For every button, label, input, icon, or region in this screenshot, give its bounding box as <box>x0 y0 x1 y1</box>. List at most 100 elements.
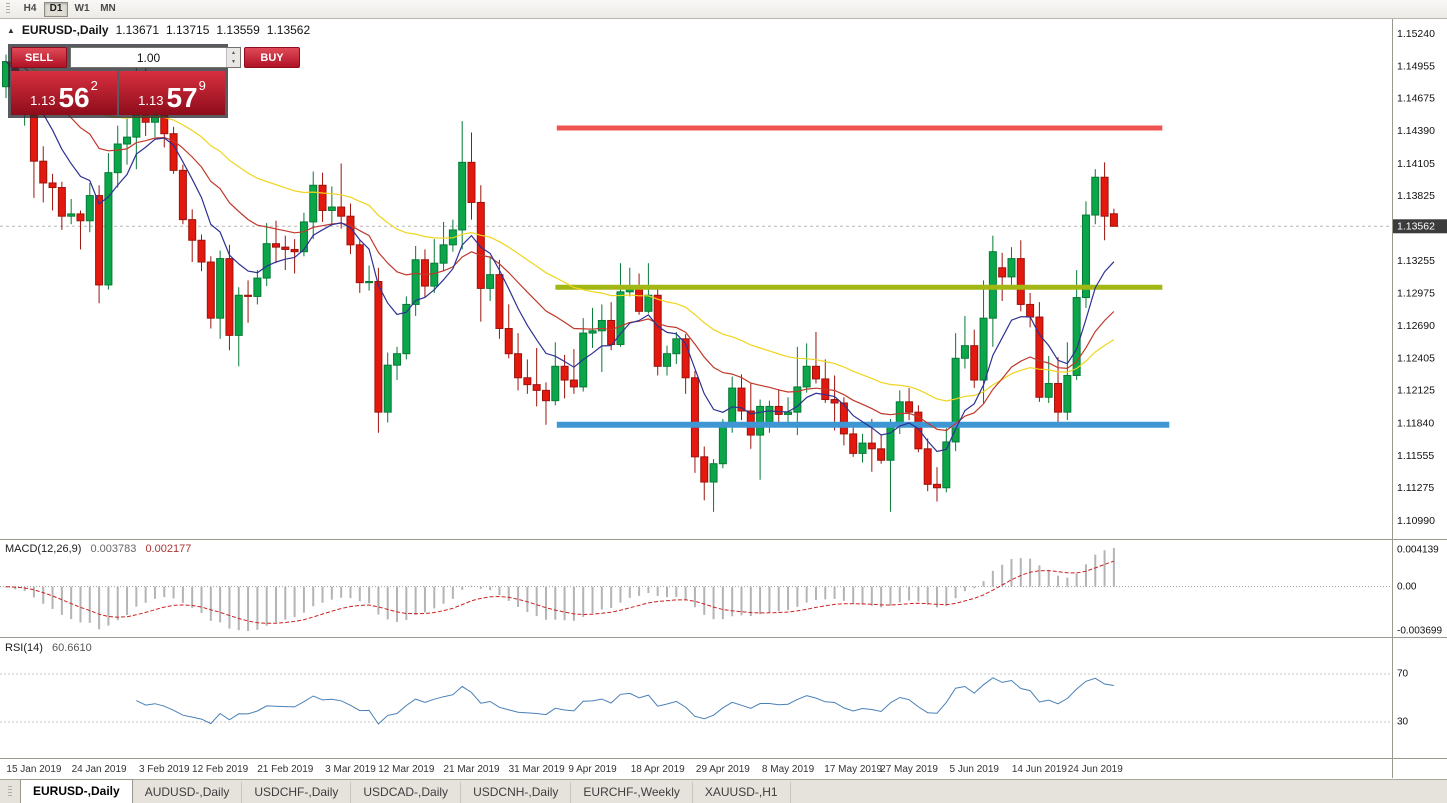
macd-name: MACD(12,26,9) <box>5 543 82 555</box>
buy-price-sup: 9 <box>198 78 206 93</box>
price-scale-label: 1.12125 <box>1397 385 1435 397</box>
period-button-d1[interactable]: D1 <box>44 1 68 17</box>
one-click-collapse-icon[interactable]: ▲ <box>7 25 15 35</box>
date-axis-label: 18 Apr 2019 <box>631 764 685 775</box>
date-axis-label: 14 Jun 2019 <box>1012 764 1067 775</box>
ohlc-close: 1.13562 <box>266 23 311 37</box>
macd-scale-label: 0.004139 <box>1397 545 1439 556</box>
price-scale: 1.15240 1.14955 1.14675 1.14390 1.14105 1.138… <box>1393 28 1447 527</box>
bid-price-tag <box>1393 219 1447 234</box>
date-axis-label: 27 May 2019 <box>880 764 938 775</box>
rsi-value: 60.6610 <box>51 642 92 654</box>
date-axis-label: 12 Mar 2019 <box>378 764 435 775</box>
date-axis-label: 31 Mar 2019 <box>509 764 566 775</box>
date-axis-label: 5 Jun 2019 <box>949 764 999 775</box>
buy-price-display[interactable]: 1.13 57 9 <box>119 71 225 115</box>
volume-input[interactable] <box>71 48 226 67</box>
chart-tabbar: EURUSD-,Daily AUDUSD-,Daily USDCHF-,Daily U… <box>0 779 1447 803</box>
price-scale-label: 1.14390 <box>1397 125 1435 137</box>
sell-button[interactable]: SELL <box>11 47 67 68</box>
date-axis-label: 9 Apr 2019 <box>568 764 617 775</box>
timeframe-toolbar: H4 D1 W1 MN <box>0 0 1447 19</box>
chart-tab-usdcad-daily[interactable]: USDCAD-,Daily <box>351 782 462 803</box>
period-button-h4[interactable]: H4 <box>18 2 42 17</box>
price-scale-label: 1.13825 <box>1397 190 1435 202</box>
price-scale-label: 1.14955 <box>1397 60 1435 72</box>
price-scale-label: 1.11840 <box>1397 417 1434 429</box>
chart-tab-xauusd-h1[interactable]: XAUUSD-,H1 <box>693 782 791 803</box>
volume-spinner: ▲ ▼ <box>226 48 240 67</box>
chart-tabs: EURUSD-,Daily AUDUSD-,Daily USDCHF-,Daily U… <box>20 779 791 803</box>
date-axis-label: 8 May 2019 <box>762 764 815 775</box>
period-button-mn[interactable]: MN <box>96 2 120 17</box>
date-axis-label: 15 Jan 2019 <box>6 764 61 775</box>
ohlc-open: 1.13671 <box>115 23 159 37</box>
price-scale-label: 1.12690 <box>1397 320 1435 332</box>
volume-field: ▲ ▼ <box>70 47 241 68</box>
price-scale-label: 1.10990 <box>1397 515 1435 527</box>
sell-price-base: 1.13 <box>30 93 56 108</box>
rsi-panel: 70 30 <box>0 669 1409 728</box>
price-scale-label: 1.15240 <box>1397 28 1435 40</box>
volume-up-icon[interactable]: ▲ <box>227 48 240 58</box>
candles-layer <box>2 50 1118 512</box>
date-axis: 15 Jan 2019 24 Jan 2019 3 Feb 2019 12 Feb 2… <box>6 764 1123 775</box>
rsi-line <box>136 677 1114 725</box>
one-click-trading-panel: SELL ▲ ▼ BUY 1.13 56 2 1.13 57 9 <box>8 44 300 118</box>
toolbar-grip-handle[interactable] <box>6 3 10 15</box>
price-scale-label: 1.11555 <box>1397 450 1434 462</box>
sell-price-sup: 2 <box>90 78 98 93</box>
tabbar-grip-handle[interactable] <box>8 785 12 798</box>
date-axis-label: 17 May 2019 <box>824 764 882 775</box>
sell-price-display[interactable]: 1.13 56 2 <box>11 71 117 115</box>
date-axis-label: 21 Mar 2019 <box>443 764 500 775</box>
macd-signal-line <box>5 560 1115 624</box>
price-scale-label: 1.14105 <box>1397 158 1435 170</box>
macd-indicator-label: MACD(12,26,9) 0.003783 0.002177 <box>5 543 191 555</box>
macd-scale-label: -0.003699 <box>1397 626 1442 637</box>
price-scale-label: 1.12405 <box>1397 353 1435 365</box>
buy-button[interactable]: BUY <box>244 47 300 68</box>
trade-prices-row: 1.13 56 2 1.13 57 9 <box>11 71 225 115</box>
chart-tab-usdcnh-daily[interactable]: USDCNH-,Daily <box>461 782 572 803</box>
chart-tab-eurusd-daily[interactable]: EURUSD-,Daily <box>20 779 133 803</box>
macd-main-value: 0.003783 <box>90 543 137 555</box>
sell-price-pips: 56 <box>58 82 90 113</box>
moving-averages-layer <box>5 60 1115 453</box>
date-axis-label: 29 Apr 2019 <box>696 764 750 775</box>
symbol-title: EURUSD-,Daily <box>21 23 109 37</box>
macd-scale-label: 0.00 <box>1397 581 1417 592</box>
rsi-level-label: 30 <box>1397 717 1409 728</box>
price-scale-label: 1.12975 <box>1397 287 1435 299</box>
date-axis-label: 21 Feb 2019 <box>257 764 314 775</box>
volume-down-icon[interactable]: ▼ <box>227 57 240 67</box>
timeframe-buttons: H4 D1 W1 MN <box>18 1 122 17</box>
date-axis-label: 12 Feb 2019 <box>192 764 249 775</box>
ohlc-high: 1.13715 <box>166 23 210 37</box>
chart-tab-audusd-daily[interactable]: AUDUSD-,Daily <box>133 782 243 803</box>
macd-panel: 0.004139 0.00 -0.003699 <box>0 545 1442 637</box>
date-axis-label: 24 Jun 2019 <box>1068 764 1123 775</box>
chart-tab-eurchf-weekly[interactable]: EURCHF-,Weekly <box>571 782 693 803</box>
horizontal-lines-layer[interactable] <box>555 125 1170 428</box>
chart-tab-usdchf-daily[interactable]: USDCHF-,Daily <box>242 782 352 803</box>
buy-price-pips: 57 <box>166 82 198 113</box>
chart-header: ▲ EURUSD-,Daily 1.13671 1.13715 1.13559 … <box>7 23 310 37</box>
trade-controls-row: SELL ▲ ▼ BUY <box>11 47 300 68</box>
rsi-level-label: 70 <box>1397 669 1409 680</box>
price-scale-label: 1.14675 <box>1397 93 1435 105</box>
ohlc-low: 1.13559 <box>216 23 260 37</box>
date-axis-label: 24 Jan 2019 <box>72 764 127 775</box>
date-axis-label: 3 Feb 2019 <box>139 764 190 775</box>
macd-signal-value: 0.002177 <box>145 543 192 555</box>
price-scale-label: 1.11275 <box>1397 482 1434 494</box>
date-axis-label: 3 Mar 2019 <box>325 764 376 775</box>
buy-price-base: 1.13 <box>138 93 164 108</box>
period-button-w1[interactable]: W1 <box>70 2 94 17</box>
bid-price-tag-text: 1.13562 <box>1397 221 1435 233</box>
panel-separators <box>0 19 1447 778</box>
rsi-indicator-label: RSI(14) 60.6610 <box>5 642 92 654</box>
rsi-name: RSI(14) <box>5 642 43 654</box>
